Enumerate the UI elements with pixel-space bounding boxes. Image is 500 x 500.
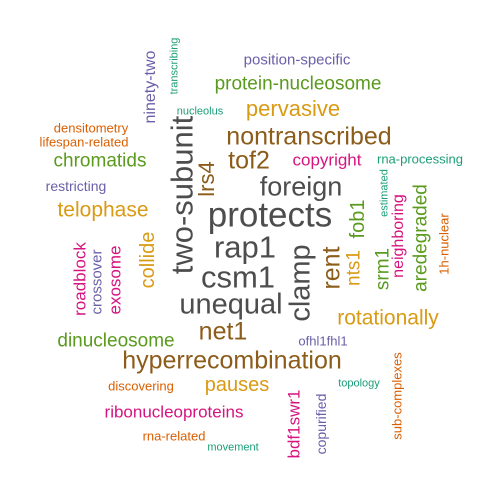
word-nontranscribed: nontranscribed <box>226 122 392 151</box>
word-pervasive: pervasive <box>245 96 341 121</box>
word-fob1: fob1 <box>347 199 369 239</box>
word-dinucleosome: dinucleosome <box>57 330 175 352</box>
word-sub-complexes: sub-complexes <box>389 352 405 440</box>
word-nts1: nts1 <box>343 250 365 286</box>
word-protein-nucleosome: protein-nucleosome <box>214 73 382 95</box>
word-ninety-two: ninety-two <box>142 50 159 124</box>
word-rna-related: rna-related <box>142 428 206 444</box>
word-rap1: rap1 <box>213 229 277 265</box>
word-movement: movement <box>207 441 259 454</box>
word-hyperrecombination: hyperrecombination <box>122 346 342 375</box>
word-tof2: tof2 <box>228 146 270 175</box>
word-pauses: pauses <box>204 374 270 396</box>
word-rna-processing: rna-processing <box>377 151 463 167</box>
word-estimated: estimated <box>378 169 391 217</box>
word-densitometry: densitometry <box>53 120 129 136</box>
word-bdf1swr1: bdf1swr1 <box>284 389 304 459</box>
word-chromatids: chromatids <box>53 150 147 172</box>
word-foreign: foreign <box>259 171 343 202</box>
word-lifespan-related: lifespan-related <box>39 134 129 150</box>
word-rent: rent <box>317 246 346 290</box>
word-copyright: copyright <box>292 150 362 170</box>
word-topology: topology <box>338 377 380 390</box>
word-ribonucleoproteins: ribonucleoproteins <box>104 402 244 422</box>
word-aredegraded: aredegraded <box>410 184 432 292</box>
word-crossover: crossover <box>88 249 106 315</box>
word-protects: protects <box>207 195 333 235</box>
word-discovering: discovering <box>108 378 174 394</box>
word-copurified: copurified <box>313 393 329 455</box>
word-1h-nuclear: 1h-nuclear <box>436 213 452 275</box>
word-net1: net1 <box>198 317 248 346</box>
word-telophase: telophase <box>57 198 149 222</box>
word-lrs4: lrs4 <box>194 161 219 197</box>
word-two-subunit: two-subunit <box>164 115 200 275</box>
word-clamp: clamp <box>284 244 317 322</box>
word-collide: collide <box>137 231 159 289</box>
word-csm1: csm1 <box>200 259 276 295</box>
word-transcribing: transcribing <box>168 37 181 95</box>
word-position-specific: position-specific <box>243 51 351 69</box>
word-exosome: exosome <box>105 245 125 315</box>
word-neighboring: neighboring <box>390 194 407 278</box>
word-unequal: unequal <box>179 288 283 321</box>
word-restricting: restricting <box>45 178 107 194</box>
word-rotationally: rotationally <box>337 306 439 330</box>
word-ofhl1fhl1: ofhl1fhl1 <box>298 333 348 349</box>
word-nucleolus: nucleolus <box>176 105 224 118</box>
word-roadblock: roadblock <box>70 242 90 316</box>
